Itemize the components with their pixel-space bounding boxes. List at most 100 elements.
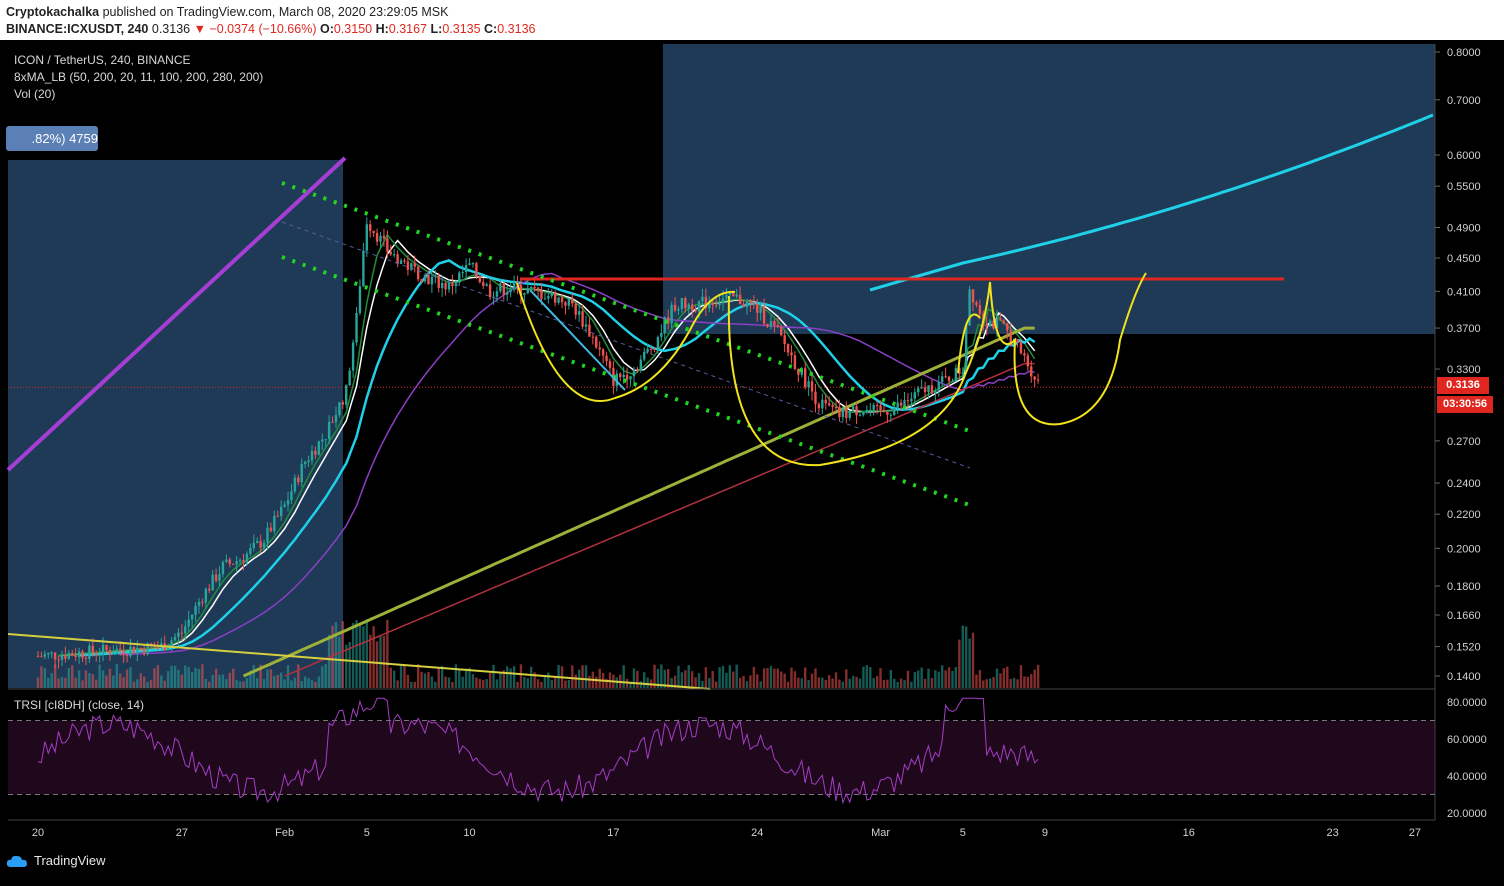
volume-bar <box>639 681 642 688</box>
candle-body <box>98 654 101 656</box>
rsi-tick-label: 60.0000 <box>1447 734 1487 746</box>
volume-bar <box>927 668 930 688</box>
volume-bar <box>252 664 255 688</box>
volume-bar <box>119 673 122 688</box>
candle-body <box>177 632 180 637</box>
rsi-axis[interactable]: 80.0000 60.0000 40.0000 20.0000 <box>1447 697 1487 820</box>
candle-body <box>944 376 947 378</box>
candle-body <box>266 527 269 543</box>
candle-body <box>420 279 423 282</box>
volume-bar <box>382 635 386 688</box>
candle-body <box>971 289 975 303</box>
volume-bar <box>519 664 523 688</box>
candle-body <box>112 653 115 655</box>
chart-area[interactable]: 0.8000 0.7000 0.6000 0.5500 0.4900 0.4500 0.41… <box>0 40 1504 881</box>
down-arrow-icon: ▼ <box>193 22 206 36</box>
volume-bar <box>249 670 252 688</box>
candle-body <box>64 655 67 659</box>
candle-body <box>509 289 512 293</box>
volume-bar <box>71 665 74 688</box>
candle-body <box>687 304 690 309</box>
volume-bar <box>954 667 958 688</box>
candle-body <box>437 275 440 289</box>
time-tick-label: 23 <box>1327 827 1339 839</box>
volume-bar <box>303 676 307 688</box>
volume-bar <box>406 674 410 688</box>
candle-body <box>81 651 84 658</box>
candle-body <box>574 303 577 315</box>
candle-body <box>173 636 177 641</box>
volume-bar <box>156 665 160 688</box>
candle-body <box>142 648 146 655</box>
time-axis[interactable]: 20 27 Feb 5 10 17 24 Mar 5 9 16 23 27 <box>32 827 1421 839</box>
candle-body <box>119 648 122 651</box>
tradingview-logo[interactable]: TradingView <box>6 853 106 868</box>
price-tick-label: 0.4100 <box>1447 286 1481 298</box>
price-axis[interactable]: 0.8000 0.7000 0.6000 0.5500 0.4900 0.4500 0.41… <box>1435 47 1481 683</box>
legend-rsi: TRSI [cI8DH] (close, 14) <box>14 698 145 712</box>
volume-bar <box>773 668 776 688</box>
candle-body <box>752 303 756 305</box>
author-name[interactable]: Cryptokachalka <box>6 5 100 19</box>
volume-bar <box>60 676 64 688</box>
candle-body <box>598 347 601 350</box>
volume-bar <box>786 681 790 688</box>
volume-bar <box>995 668 999 688</box>
volume-bar <box>899 678 903 688</box>
candle-body <box>968 289 971 326</box>
price-tick-label: 0.3700 <box>1447 323 1481 335</box>
volume-bar <box>345 644 348 688</box>
price-tick-label: 0.8000 <box>1447 47 1481 59</box>
volume-bar <box>108 668 112 688</box>
candle-body <box>413 263 416 267</box>
chart-svg[interactable]: 0.8000 0.7000 0.6000 0.5500 0.4900 0.4500 0.41… <box>0 40 1504 881</box>
volume-bar <box>50 673 53 688</box>
volume-bar <box>968 638 971 688</box>
volume-bar <box>132 681 136 688</box>
candle-body <box>156 647 160 649</box>
volume-bar <box>297 664 300 688</box>
candle-body <box>649 348 653 350</box>
time-tick-label: 9 <box>1042 827 1048 839</box>
candle-body <box>762 306 766 324</box>
volume-bar <box>656 668 660 688</box>
candle-body <box>1002 320 1006 324</box>
last-price-badge: 0.3136 <box>1437 377 1489 394</box>
candle-body <box>314 450 317 455</box>
volume-bar <box>492 664 495 688</box>
channel-lower <box>281 255 976 509</box>
volume-bar <box>317 676 321 688</box>
price-tick-label: 0.3300 <box>1447 364 1481 376</box>
candle-body <box>759 306 762 313</box>
candle-body <box>725 294 728 299</box>
volume-bar <box>47 677 50 688</box>
candle-body <box>663 317 666 333</box>
volume-bar <box>714 681 718 688</box>
volume-bar <box>146 681 149 688</box>
candle-body <box>629 376 632 380</box>
candle-body <box>252 542 255 548</box>
candle-body <box>571 298 574 304</box>
volume-bar <box>547 672 550 688</box>
candle-body <box>656 337 660 350</box>
countdown-badge: 03:30:56 <box>1437 396 1493 413</box>
candle-body <box>910 398 913 402</box>
volume-bar <box>735 664 738 688</box>
candle-body <box>478 276 482 283</box>
rsi-tick-label: 80.0000 <box>1447 697 1487 709</box>
volume-bar <box>742 675 745 688</box>
candle-body <box>297 477 300 483</box>
volume-bar <box>242 681 245 688</box>
legend-ma: 8xMA_LB (50, 200, 20, 11, 100, 200, 280,… <box>14 70 264 84</box>
candle-body <box>934 390 937 394</box>
candle-body <box>375 233 379 242</box>
candle-body <box>660 332 663 338</box>
time-tick-label: 27 <box>1409 827 1421 839</box>
close-value: 0.3136 <box>497 22 536 36</box>
volume-bar <box>800 678 803 688</box>
candle-body <box>564 302 567 306</box>
publish-info: published on TradingView.com, March 08, … <box>99 5 449 19</box>
candle-body <box>540 290 543 299</box>
candle-body <box>67 653 71 659</box>
volume-bar <box>958 639 961 688</box>
